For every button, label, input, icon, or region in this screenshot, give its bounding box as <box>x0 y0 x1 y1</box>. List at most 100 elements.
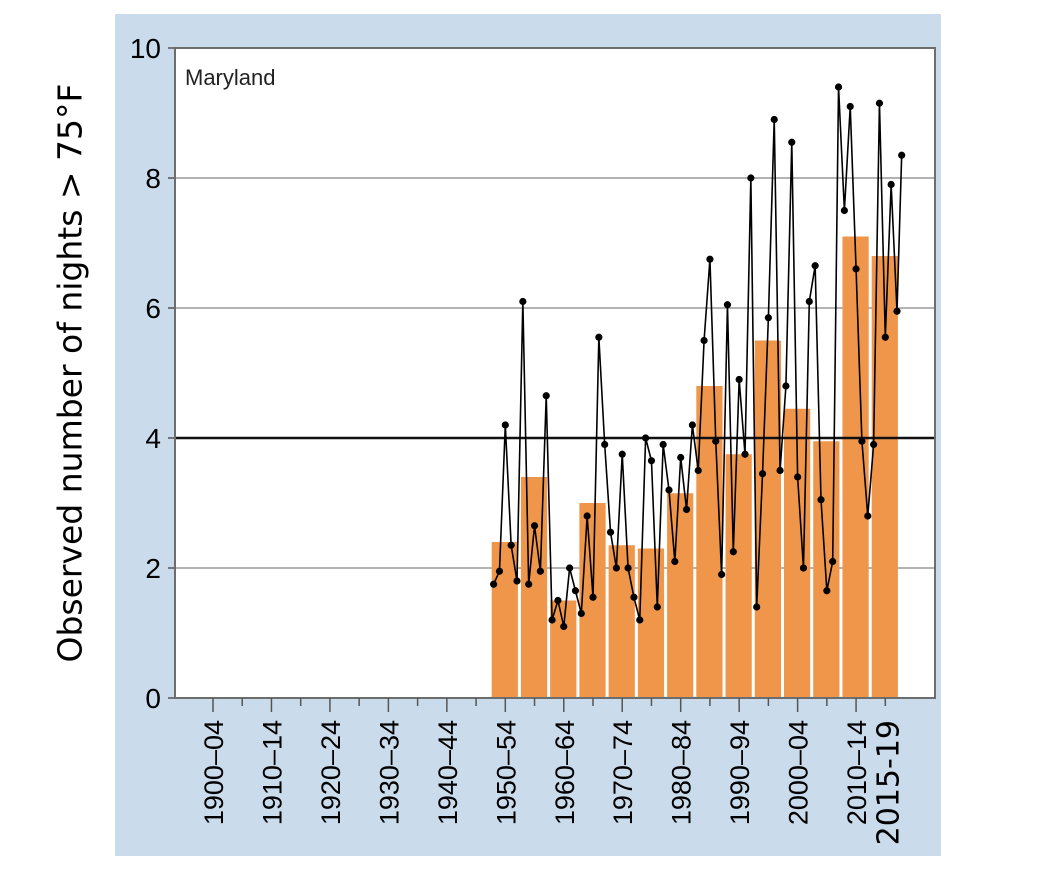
annual-point-2004 <box>805 297 813 306</box>
annual-point-2006 <box>817 496 825 504</box>
annual-point-2016 <box>875 99 884 107</box>
annual-point-1955 <box>519 297 527 306</box>
annual-point-1990 <box>723 301 732 309</box>
bar-1950–54 <box>491 542 518 698</box>
annual-point-1983 <box>682 505 691 514</box>
x-tick-label: 2010–14 <box>842 720 872 825</box>
y-tick-label: 2 <box>145 553 161 584</box>
bar-1970–74 <box>608 545 635 698</box>
annual-point-1966 <box>583 512 591 520</box>
annual-point-1993 <box>741 450 749 458</box>
annual-point-1974 <box>630 593 638 601</box>
annual-point-1988 <box>712 437 720 445</box>
bar-2005–09 <box>813 441 840 698</box>
annual-point-1982 <box>677 453 685 462</box>
annual-point-2019 <box>893 307 901 315</box>
region-label: Maryland <box>185 65 275 90</box>
annual-point-2011 <box>846 102 854 111</box>
annual-point-1968 <box>595 333 603 341</box>
annual-point-1977 <box>647 457 656 465</box>
annual-point-1991 <box>729 548 737 556</box>
annual-point-1969 <box>601 440 609 449</box>
annual-point-1962 <box>560 622 568 631</box>
annual-point-2008 <box>829 557 837 566</box>
annual-point-2013 <box>858 437 866 445</box>
annual-point-1989 <box>718 570 726 579</box>
x-tick-label: 1970–74 <box>608 720 638 825</box>
annual-point-1959 <box>542 392 550 400</box>
annual-point-1954 <box>513 577 521 585</box>
bar-1995–99 <box>754 340 781 698</box>
annual-point-1963 <box>566 564 574 572</box>
plot-border <box>174 47 936 699</box>
annual-point-1979 <box>659 440 667 449</box>
annual-point-1980 <box>665 486 673 494</box>
annual-point-1967 <box>589 593 597 601</box>
annual-point-2015 <box>870 440 878 449</box>
annual-point-1951 <box>495 567 504 575</box>
annual-point-1965 <box>577 609 585 618</box>
annual-point-1972 <box>618 450 626 458</box>
annual-point-2003 <box>799 564 808 572</box>
annual-point-2014 <box>864 512 872 520</box>
annual-point-2012 <box>852 265 860 273</box>
annual-point-2001 <box>788 138 796 146</box>
annual-point-2020 <box>898 151 906 159</box>
x-tick-label: 1990–94 <box>725 720 755 825</box>
annual-point-1953 <box>507 541 515 549</box>
annual-point-2018 <box>887 180 895 189</box>
annual-point-1997 <box>764 314 772 322</box>
x-tick-label: 2000–04 <box>784 720 814 825</box>
annual-point-1984 <box>688 421 696 429</box>
annual-point-1985 <box>694 466 702 475</box>
annual-point-1970 <box>606 528 615 536</box>
annual-point-1958 <box>536 567 544 575</box>
annual-point-1956 <box>525 580 533 588</box>
x-tick-label: 1900–04 <box>199 720 229 825</box>
annual-point-1999 <box>776 466 784 475</box>
y-tick-label: 0 <box>145 683 161 714</box>
y-tick-label: 4 <box>145 423 161 454</box>
annual-point-1961 <box>554 596 562 605</box>
annual-point-1976 <box>642 434 650 442</box>
annual-point-2007 <box>823 587 831 595</box>
annual-point-1995 <box>753 603 761 611</box>
annual-point-1998 <box>770 115 778 124</box>
bar-1975–79 <box>637 548 665 698</box>
annual-point-2000 <box>782 382 790 390</box>
x-tick-label: 1920–24 <box>316 720 346 825</box>
x-tick-label: 1930–34 <box>374 720 404 825</box>
annual-point-1994 <box>747 174 755 182</box>
annual-point-1950 <box>490 580 498 588</box>
annual-point-2002 <box>794 473 802 481</box>
annual-point-1987 <box>706 255 714 263</box>
annual-point-2005 <box>811 262 819 270</box>
annual-point-1975 <box>636 616 644 624</box>
annual-point-1996 <box>758 470 767 478</box>
annual-point-1992 <box>735 375 743 384</box>
annual-point-1960 <box>548 616 556 624</box>
x-tick-label: 1980–84 <box>667 720 697 825</box>
bar-1960–64 <box>550 600 577 698</box>
y-tick-label: 6 <box>145 293 161 324</box>
annual-point-1957 <box>530 522 539 530</box>
x-tick-label: 2015-19 <box>871 720 906 845</box>
annual-point-1952 <box>501 421 509 429</box>
annual-point-2017 <box>881 333 889 341</box>
y-tick-label: 8 <box>145 163 161 194</box>
x-tick-label: 1910–14 <box>257 720 287 825</box>
y-tick-label: 10 <box>130 33 161 64</box>
x-tick-label: 1950–54 <box>491 720 521 825</box>
annual-point-2009 <box>834 83 843 91</box>
annual-point-1981 <box>671 557 679 566</box>
x-tick-label: 1940–44 <box>433 720 463 825</box>
annual-point-2010 <box>840 206 848 215</box>
x-tick-label: 1960–64 <box>550 720 580 825</box>
annual-point-1971 <box>612 564 620 572</box>
annual-point-1973 <box>624 564 632 572</box>
annual-point-1986 <box>700 336 708 345</box>
annual-point-1964 <box>571 587 580 595</box>
bar-1990–94 <box>725 454 752 698</box>
annual-point-1978 <box>653 603 661 611</box>
